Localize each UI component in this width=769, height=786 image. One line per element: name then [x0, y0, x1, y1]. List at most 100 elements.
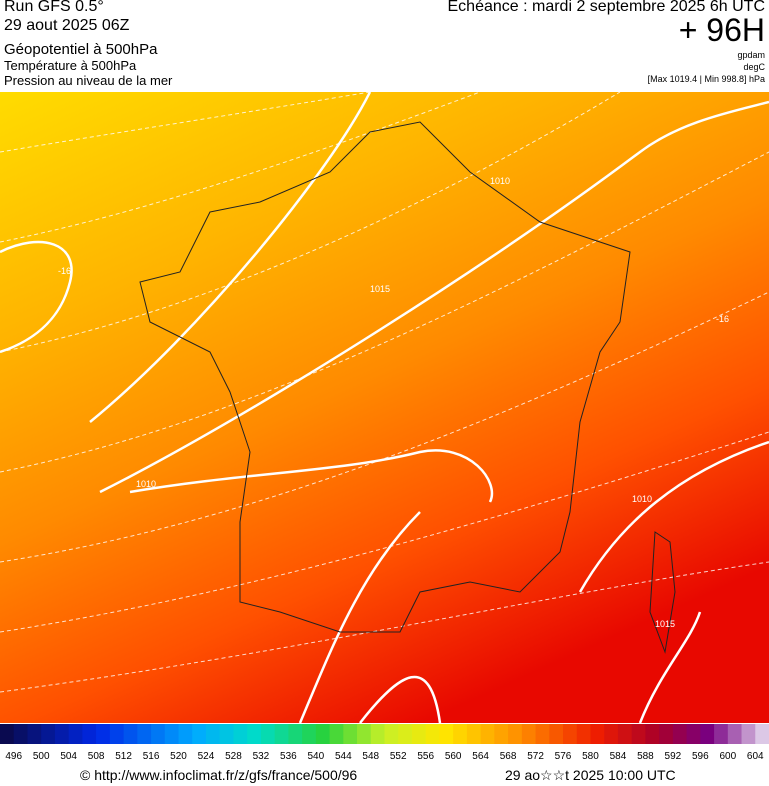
scale-label: 540	[307, 751, 324, 762]
island-outline	[649, 531, 676, 654]
scale-label: 564	[472, 751, 489, 762]
color-swatch	[178, 724, 193, 744]
scale-label: 584	[610, 751, 627, 762]
scale-label: 504	[60, 751, 77, 762]
run-label: Run GFS 0.5°	[4, 0, 104, 15]
color-swatch	[453, 724, 468, 744]
color-swatch	[27, 724, 42, 744]
color-swatch	[714, 724, 729, 744]
color-swatch	[205, 724, 221, 744]
color-swatch	[274, 724, 289, 744]
color-swatch	[302, 724, 317, 744]
color-swatch	[480, 724, 495, 744]
color-swatch	[700, 724, 715, 744]
contour-label: 1010	[490, 176, 510, 186]
color-swatch	[494, 724, 509, 744]
color-swatch	[659, 724, 674, 744]
color-swatch	[755, 724, 769, 744]
unit: gpdam	[737, 50, 765, 60]
color-swatch	[563, 724, 578, 744]
color-swatch	[645, 724, 660, 744]
contour-label: 1015	[655, 619, 675, 629]
color-swatch	[604, 724, 619, 744]
color-swatch	[521, 724, 537, 744]
contour-label: -16	[58, 266, 71, 276]
temperature-isolines	[0, 92, 769, 693]
color-swatch	[343, 724, 358, 744]
color-swatch	[109, 724, 125, 744]
color-swatch	[13, 724, 28, 744]
scale-label: 600	[719, 751, 736, 762]
scale-label: 548	[362, 751, 379, 762]
temperature-field	[0, 92, 769, 723]
contour-label: -16	[716, 314, 729, 324]
color-swatch	[508, 724, 523, 744]
contour-label: 1015	[370, 284, 390, 294]
scale-label: 532	[253, 751, 270, 762]
scale-label: 536	[280, 751, 297, 762]
color-swatch	[164, 724, 180, 744]
source-link: © http://www.infoclimat.fr/z/gfs/france/…	[80, 767, 358, 783]
unit: degC	[743, 62, 765, 72]
color-swatch	[425, 724, 440, 744]
color-swatch	[0, 724, 15, 744]
scale-label: 496	[5, 751, 22, 762]
color-swatch	[466, 724, 482, 744]
scale-label: 524	[198, 751, 215, 762]
forecast-time: Echéance : mardi 2 septembre 2025 6h UTC	[447, 0, 766, 15]
color-swatch	[288, 724, 303, 744]
scale-label: 552	[390, 751, 407, 762]
color-swatch	[384, 724, 399, 744]
color-swatch	[219, 724, 234, 744]
contour-labels: -16 1010 1015 1010 -16 1010 1015	[58, 176, 729, 629]
color-swatch	[137, 724, 152, 744]
scale-label: 512	[115, 751, 132, 762]
color-swatch	[41, 724, 56, 744]
scale-label: 596	[692, 751, 709, 762]
color-swatch	[741, 724, 756, 744]
color-swatch	[686, 724, 701, 744]
scale-label: 572	[527, 751, 544, 762]
contour-label: 1010	[632, 494, 652, 504]
color-swatch	[549, 724, 564, 744]
scale-label: 544	[335, 751, 352, 762]
color-swatch	[617, 724, 633, 744]
color-swatch	[398, 724, 413, 744]
color-swatch	[631, 724, 646, 744]
color-swatch	[151, 724, 166, 744]
color-swatch	[370, 724, 385, 744]
color-swatch	[192, 724, 207, 744]
scale-label: 568	[500, 751, 517, 762]
color-swatch	[260, 724, 276, 744]
scale-label: 588	[637, 751, 654, 762]
run-date: 29 aout 2025 06Z	[4, 17, 130, 34]
color-swatch	[96, 724, 111, 744]
field-label: Température à 500hPa	[4, 58, 137, 73]
color-swatch	[68, 724, 83, 744]
color-swatch	[535, 724, 550, 744]
color-swatch	[329, 724, 344, 744]
scale-label: 560	[445, 751, 462, 762]
color-swatch	[590, 724, 605, 744]
color-swatch	[123, 724, 138, 744]
pressure-isobars	[0, 92, 769, 723]
color-swatch	[411, 724, 427, 744]
scale-label: 604	[747, 751, 764, 762]
color-swatch	[82, 724, 97, 744]
timestamp: 29 ao☆☆t 2025 10:00 UTC	[505, 767, 676, 783]
color-scale: 496 500 504 508 512 516 520 524 528 532 536 540 544 5…	[0, 724, 769, 762]
scale-label: 576	[555, 751, 572, 762]
color-swatch	[727, 724, 743, 744]
color-swatch	[672, 724, 688, 744]
scale-label: 508	[88, 751, 105, 762]
lead-time: + 96H	[678, 12, 765, 48]
contour-label: 1010	[136, 479, 156, 489]
scale-label: 520	[170, 751, 187, 762]
color-swatch	[54, 724, 70, 744]
color-swatch	[233, 724, 248, 744]
unit: [Max 1019.4 | Min 998.8] hPa	[647, 74, 765, 84]
color-swatch	[357, 724, 372, 744]
field-label: Pression au niveau de la mer	[4, 73, 173, 88]
scale-label: 580	[582, 751, 599, 762]
map: -16 1010 1015 1010 -16 1010 1015	[0, 92, 769, 723]
